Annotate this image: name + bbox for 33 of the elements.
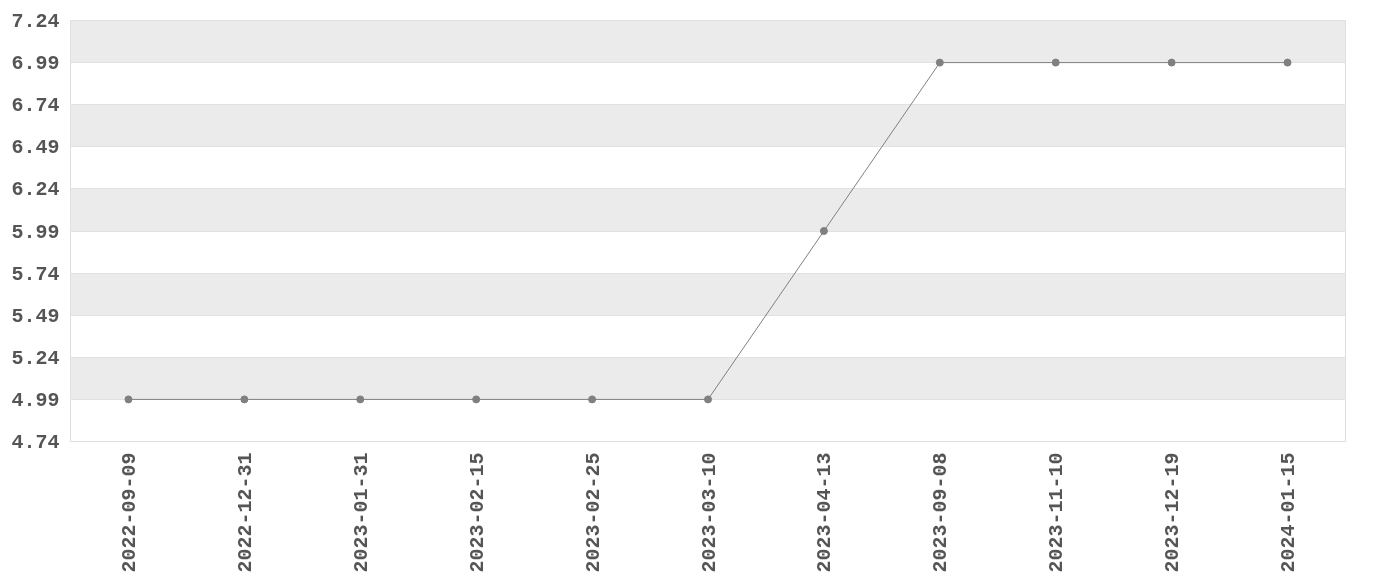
x-tick-label: 2024-01-15 <box>1277 452 1301 573</box>
x-tick-label: 2023-04-13 <box>813 452 837 573</box>
y-tick-label: 6.74 <box>11 94 60 118</box>
point <box>1051 58 1060 67</box>
point <box>1167 58 1176 67</box>
x-tick-label: 2023-11-10 <box>1045 452 1069 573</box>
x-tick-label: 2023-03-10 <box>697 452 721 573</box>
y-tick-label: 6.49 <box>11 136 60 160</box>
y-tick-label: 5.74 <box>11 262 60 286</box>
y-tick-label: 4.74 <box>11 431 60 454</box>
x-tick-label: 2022-09-09 <box>117 452 141 573</box>
y-tick-label: 7.24 <box>11 10 60 33</box>
point <box>124 395 133 404</box>
y-tick-label: 5.49 <box>11 304 60 328</box>
point <box>240 395 249 404</box>
point <box>356 395 365 404</box>
point <box>1283 58 1292 67</box>
y-tick-label: 5.99 <box>11 220 60 244</box>
point <box>704 395 712 404</box>
x-tick-label: 2023-01-31 <box>349 452 373 573</box>
y-tick-label: 5.24 <box>11 346 60 370</box>
y-tick-label: 6.24 <box>11 178 60 202</box>
x-tick-label: 2023-02-15 <box>465 452 489 573</box>
x-tick-label: 2023-12-19 <box>1161 452 1185 573</box>
point <box>819 227 828 235</box>
y-tick-label: 6.99 <box>11 52 60 76</box>
y-tick-label: 4.99 <box>11 388 60 412</box>
point <box>472 395 481 404</box>
x-tick-label: 2022-12-31 <box>233 452 257 573</box>
x-tick-label: 2023-02-25 <box>581 452 605 573</box>
point <box>935 58 944 67</box>
x-tick-label: 2023-09-08 <box>929 452 953 573</box>
point <box>588 395 597 404</box>
